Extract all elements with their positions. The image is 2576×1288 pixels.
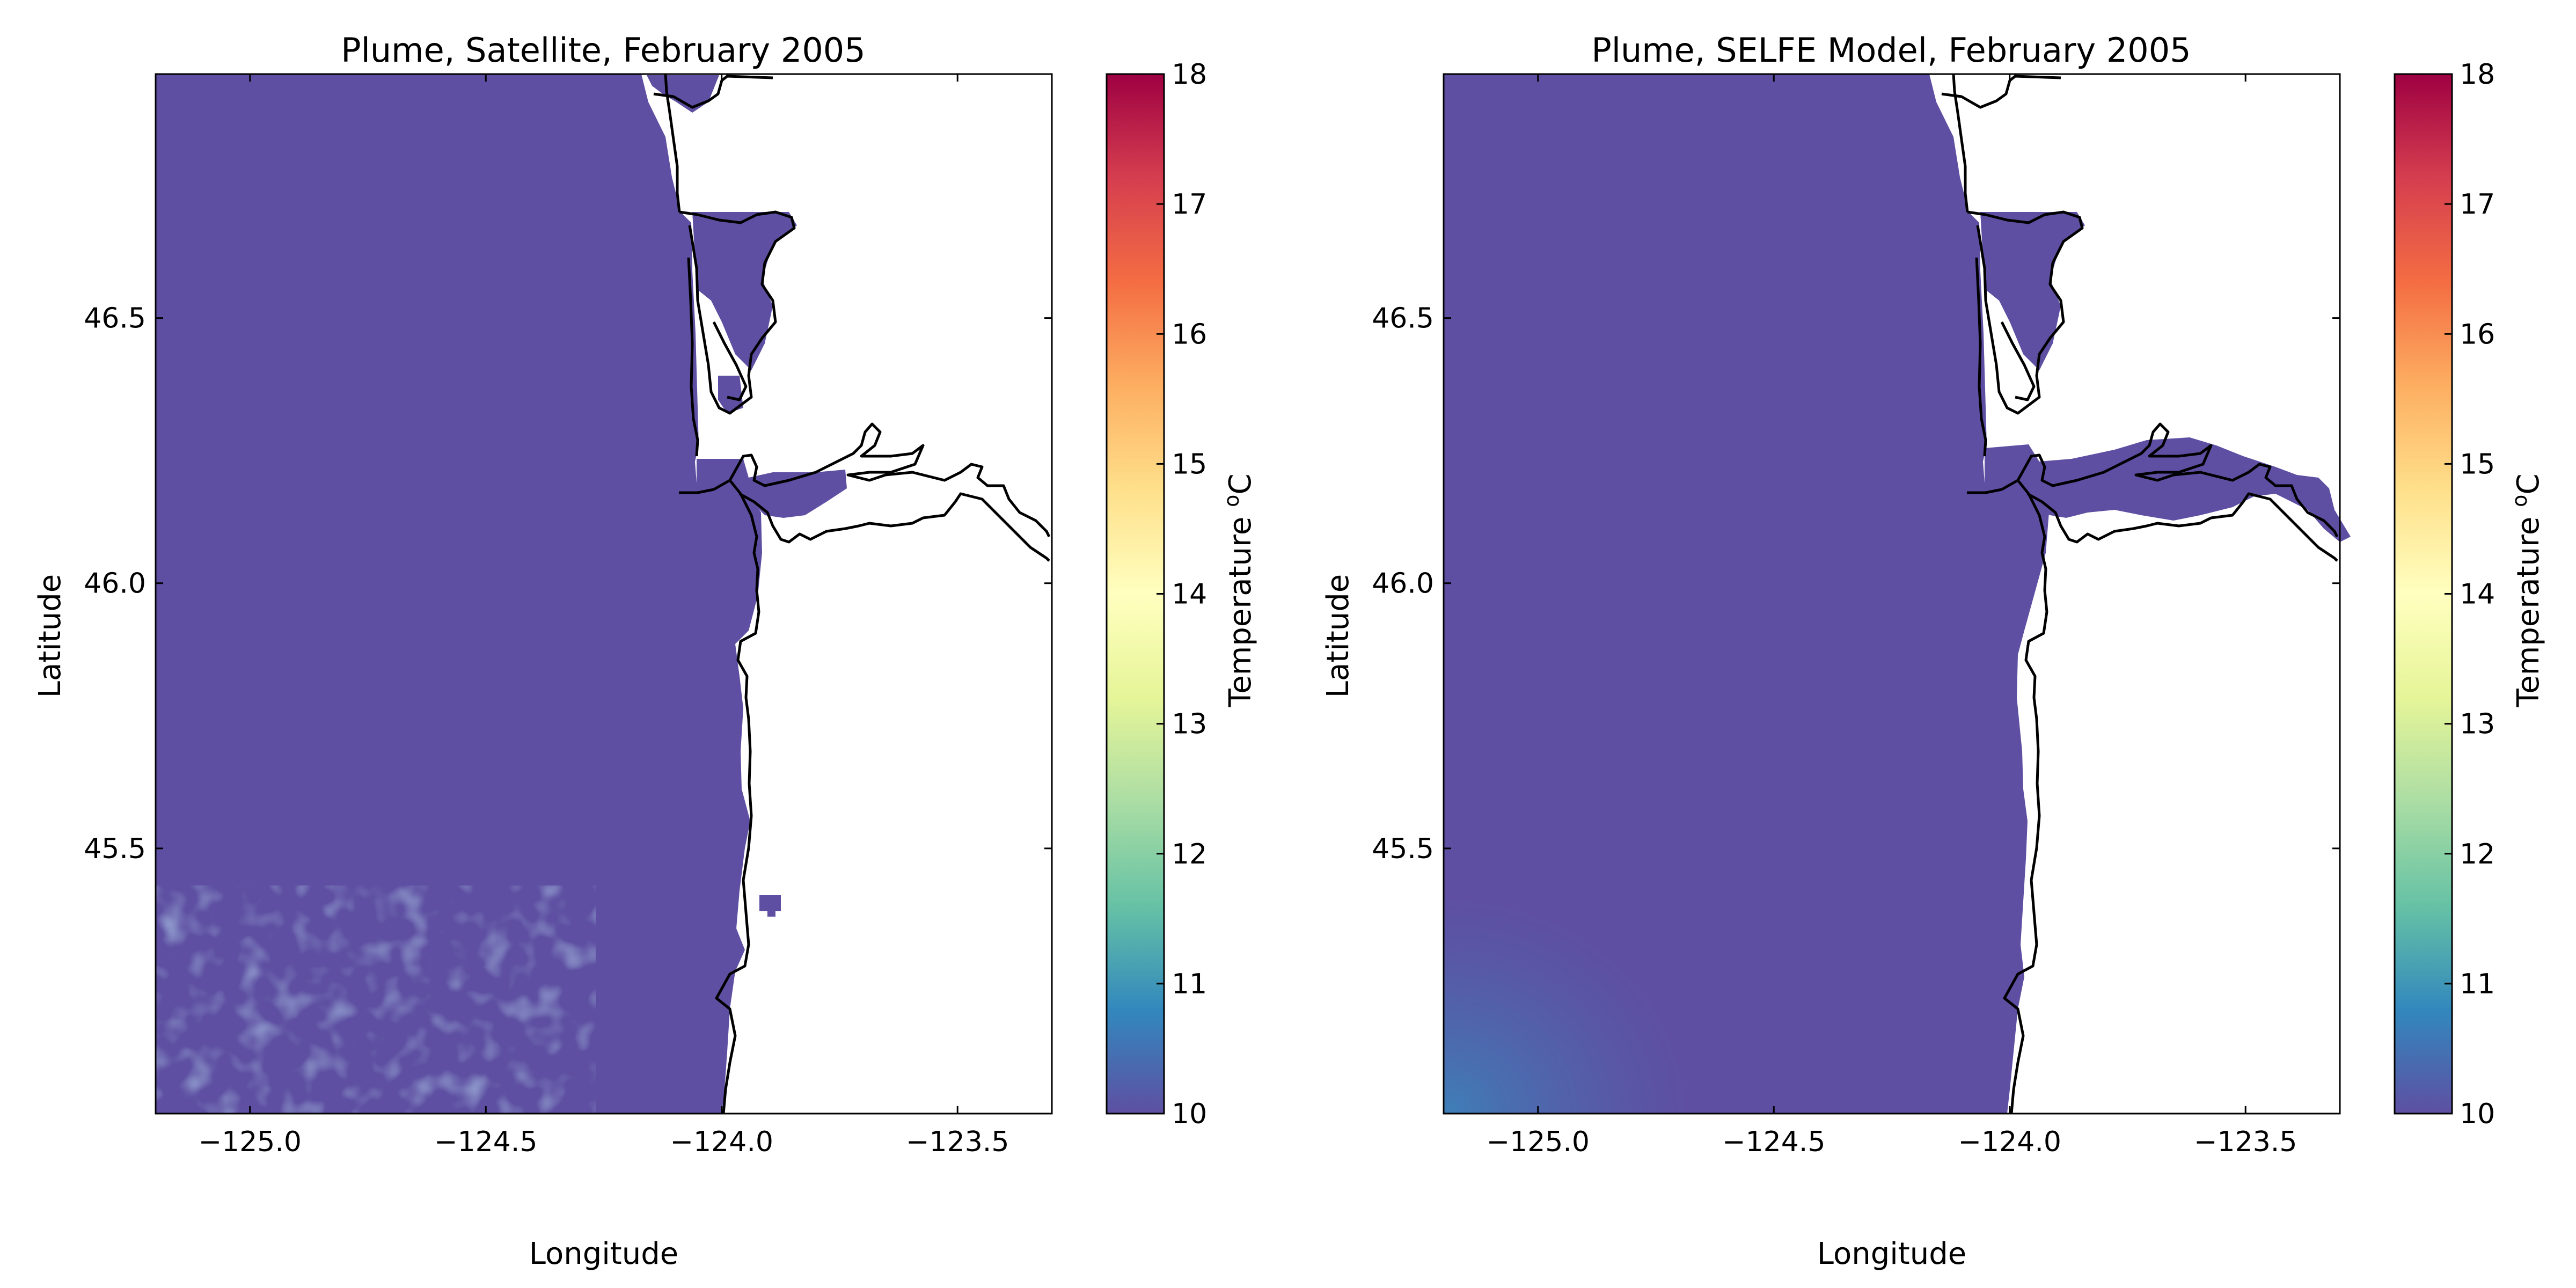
satellite-y-tick-label: 46.5 bbox=[84, 303, 146, 335]
satellite-colorbar-tick-label: 13 bbox=[1172, 708, 1207, 741]
satellite-colorbar-gradient bbox=[1106, 73, 1165, 1115]
satellite-x-tick-label: −124.0 bbox=[670, 1126, 773, 1158]
model-colorbar-tick-label: 12 bbox=[2460, 838, 2495, 870]
model-colorbar-gradient bbox=[2394, 73, 2453, 1115]
model-y-axis-label: Latitude bbox=[1321, 574, 1356, 698]
model-colorbar-tick-label: 14 bbox=[2460, 579, 2495, 611]
model-colorbar-tick-label: 17 bbox=[2460, 188, 2495, 221]
satellite-x-tick-label: −123.5 bbox=[906, 1126, 1009, 1158]
satellite-title: Plume, Satellite, February 2005 bbox=[341, 31, 865, 70]
satellite-axes-frame bbox=[155, 73, 1053, 1115]
model-y-tick-label: 45.5 bbox=[1372, 833, 1434, 865]
model-x-tick-label: −124.5 bbox=[1722, 1126, 1825, 1158]
model-southwest-gradient bbox=[1444, 590, 2034, 1114]
model-colorbar-tick-label: 15 bbox=[2460, 448, 2495, 480]
model-x-tick-label: −124.0 bbox=[1958, 1126, 2061, 1158]
satellite-ocean-field bbox=[156, 74, 762, 1114]
satellite-bay-south bbox=[718, 376, 743, 413]
satellite-colorbar-tick-label: 14 bbox=[1172, 579, 1207, 611]
satellite-y-tick-label: 45.5 bbox=[84, 833, 146, 865]
model-y-ticks: 45.5 46.0 46.5 bbox=[1372, 303, 2340, 865]
model-colorbar-tick-label: 11 bbox=[2460, 968, 2495, 1000]
satellite-patch-offshore-2 bbox=[767, 910, 775, 917]
model-x-tick-label: −125.0 bbox=[1487, 1126, 1590, 1158]
satellite-colorbar: 10 11 12 13 14 15 16 17 18 Temperature oC bbox=[1106, 58, 1258, 1130]
model-colorbar-tick-label: 13 bbox=[2460, 708, 2495, 741]
model-colorbar: 10 11 12 13 14 15 16 17 18 Temperature oC bbox=[2394, 58, 2546, 1130]
model-colorbar-tick-label: 10 bbox=[2460, 1098, 2495, 1130]
satellite-colorbar-tick-label: 15 bbox=[1172, 448, 1207, 480]
model-colorbar-label: Temperature oC bbox=[2508, 474, 2546, 708]
model-coastline bbox=[1941, 74, 2339, 1114]
model-x-axis-label: Longitude bbox=[1817, 1236, 1967, 1271]
satellite-y-tick-label: 46.0 bbox=[84, 568, 146, 600]
satellite-southwest-patch bbox=[156, 885, 596, 1114]
satellite-x-tick-label: −125.0 bbox=[199, 1126, 302, 1158]
satellite-colorbar-tick-label: 16 bbox=[1172, 318, 1207, 350]
model-x-tick-label: −123.5 bbox=[2194, 1126, 2297, 1158]
model-colorbar-ticks: 10 11 12 13 14 15 16 17 18 bbox=[2445, 58, 2495, 1130]
model-bay-willapa bbox=[1980, 212, 2085, 370]
model-x-ticks: −125.0 −124.5 −124.0 −123.5 bbox=[1487, 74, 2297, 1158]
satellite-colorbar-ticks: 10 11 12 13 14 15 16 17 18 bbox=[1157, 58, 1207, 1130]
satellite-x-axis-label: Longitude bbox=[529, 1236, 679, 1271]
model-y-tick-label: 46.0 bbox=[1372, 568, 1434, 600]
satellite-y-ticks: 45.5 46.0 46.5 bbox=[84, 303, 1052, 865]
model-y-tick-label: 46.5 bbox=[1372, 303, 1434, 335]
satellite-coastline bbox=[653, 74, 1051, 1114]
satellite-bay-willapa bbox=[692, 212, 797, 370]
satellite-panel: Plume, Satellite, February 2005 bbox=[33, 31, 1258, 1271]
satellite-colorbar-tick-label: 11 bbox=[1172, 968, 1207, 1000]
model-map: −125.0 −124.5 −124.0 −123.5 45.5 46.0 46.5 bbox=[1372, 73, 2351, 1158]
satellite-map: −125.0 −124.5 −124.0 −123.5 45.5 46.0 46.5 bbox=[84, 73, 1053, 1158]
satellite-y-axis-label: Latitude bbox=[33, 574, 68, 698]
model-colorbar-tick-label: 16 bbox=[2460, 318, 2495, 350]
satellite-colorbar-tick-label: 17 bbox=[1172, 188, 1207, 221]
model-colorbar-tick-label: 18 bbox=[2460, 58, 2495, 91]
satellite-colorbar-tick-label: 18 bbox=[1172, 58, 1207, 91]
model-panel: Plume, SELFE Model, February 2005 −125.0… bbox=[1321, 31, 2546, 1271]
satellite-colorbar-tick-label: 12 bbox=[1172, 838, 1207, 870]
satellite-x-ticks: −125.0 −124.5 −124.0 −123.5 bbox=[199, 74, 1009, 1158]
satellite-colorbar-tick-label: 10 bbox=[1172, 1098, 1207, 1130]
satellite-patch-offshore bbox=[759, 895, 781, 911]
model-title: Plume, SELFE Model, February 2005 bbox=[1591, 31, 2191, 70]
satellite-colorbar-label: Temperature oC bbox=[1220, 474, 1258, 708]
satellite-x-tick-label: −124.5 bbox=[434, 1126, 537, 1158]
model-axes-frame bbox=[1443, 73, 2341, 1115]
